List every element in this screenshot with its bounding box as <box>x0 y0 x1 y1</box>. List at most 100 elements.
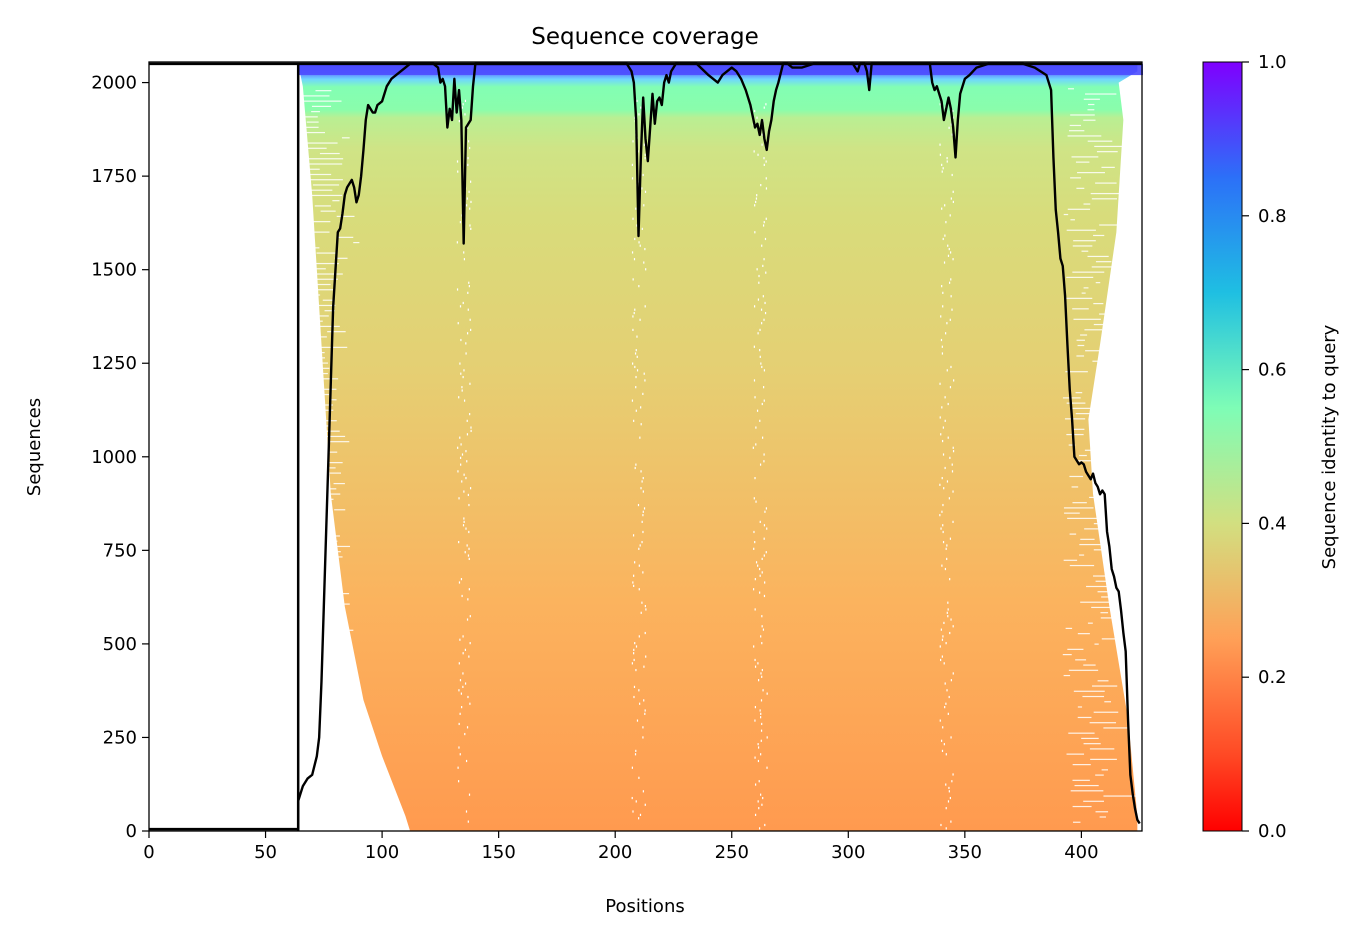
msa-gap-streak <box>1093 523 1100 525</box>
msa-gap-dot <box>946 157 948 160</box>
msa-gap-dot <box>634 466 636 470</box>
msa-gap-dot <box>761 722 763 726</box>
msa-gap-dot <box>950 295 952 298</box>
msa-gap-streak <box>1083 743 1101 745</box>
msa-gap-dot <box>950 197 952 200</box>
msa-gap-dot <box>939 719 941 722</box>
msa-gap-dot <box>761 557 763 561</box>
msa-gap-dot <box>631 766 633 769</box>
msa-gap-dot <box>644 190 647 193</box>
msa-gap-dot <box>948 790 950 793</box>
msa-gap-streak <box>320 713 336 715</box>
msa-gap-dot <box>939 416 941 419</box>
msa-gap-streak <box>332 739 356 741</box>
msa-gap-dot <box>760 308 763 311</box>
msa-gap-dot <box>765 103 767 106</box>
msa-gap-dot <box>764 823 766 827</box>
msa-gap-dot <box>763 537 765 540</box>
msa-gap-dot <box>763 453 765 456</box>
msa-gap-dot <box>950 618 952 621</box>
x-tick-label: 150 <box>481 842 515 863</box>
msa-gap-dot <box>765 177 767 180</box>
msa-gap-dot <box>644 379 646 382</box>
msa-gap-dot <box>943 743 945 746</box>
msa-gap-dot <box>466 197 468 200</box>
msa-gap-dot <box>765 217 767 220</box>
msa-gap-dot <box>644 153 646 156</box>
msa-gap-dot <box>642 530 644 534</box>
msa-gap-streak <box>1104 381 1134 383</box>
msa-gap-dot <box>761 244 763 247</box>
msa-gap-dot <box>467 820 469 823</box>
msa-gap-dot <box>763 554 765 557</box>
msa-gap-dot <box>645 655 647 658</box>
msa-gap-dot <box>469 382 471 385</box>
msa-gap-dot <box>945 807 947 810</box>
msa-gap-dot <box>467 493 469 497</box>
msa-gap-dot <box>458 746 460 749</box>
msa-gap-dot <box>463 258 466 261</box>
msa-gap-streak <box>1077 633 1090 635</box>
msa-gap-dot <box>632 328 634 332</box>
msa-gap-dot <box>640 611 642 614</box>
msa-gap-dot <box>753 150 755 153</box>
msa-gap-streak <box>1072 779 1090 781</box>
msa-gap-streak <box>337 236 354 238</box>
msa-gap-dot <box>634 116 636 119</box>
msa-gap-dot <box>463 490 465 493</box>
msa-gap-dot <box>759 574 761 577</box>
msa-gap-dot <box>949 796 951 800</box>
msa-gap-dot <box>459 753 461 756</box>
msa-gap-dot <box>753 345 755 348</box>
msa-gap-dot <box>643 665 645 668</box>
msa-gap-streak <box>298 493 341 495</box>
msa-gap-dot <box>947 601 949 604</box>
msa-gap-streak <box>1099 386 1133 389</box>
msa-gap-streak <box>306 519 331 521</box>
msa-gap-streak <box>1070 790 1104 792</box>
msa-gap-dot <box>948 497 950 500</box>
msa-gap-streak <box>1068 444 1076 446</box>
msa-gap-dot <box>941 170 943 173</box>
msa-gap-streak <box>1070 114 1095 116</box>
msa-gap-streak <box>320 210 336 212</box>
x-tick-label: 300 <box>831 842 865 863</box>
msa-gap-dot <box>944 706 946 709</box>
msa-gap-dot <box>939 103 941 106</box>
y-tick-label: 1750 <box>91 166 137 187</box>
msa-gap-dot <box>469 702 471 705</box>
msa-gap-dot <box>949 456 951 459</box>
msa-gap-dot <box>638 588 640 591</box>
msa-gap-dot <box>940 433 942 436</box>
msa-gap-dot <box>942 453 945 456</box>
msa-gap-dot <box>951 780 953 783</box>
msa-gap-dot <box>459 712 461 715</box>
msa-gap-streak <box>1097 591 1121 593</box>
msa-gap-dot <box>459 305 462 308</box>
msa-gap-dot <box>945 547 947 550</box>
msa-gap-streak <box>1064 418 1086 420</box>
msa-gap-dot <box>945 702 947 705</box>
msa-gap-streak <box>307 477 325 479</box>
msa-gap-dot <box>469 413 471 416</box>
msa-gap-streak <box>1093 549 1105 551</box>
msa-gap-dot <box>469 318 471 321</box>
msa-gap-dot <box>470 200 472 204</box>
msa-gap-dot <box>642 514 644 517</box>
msa-gap-dot <box>467 163 469 166</box>
msa-gap-streak <box>298 173 332 176</box>
msa-gap-dot <box>632 315 634 318</box>
msa-gap-dot <box>754 231 756 234</box>
msa-gap-dot <box>763 369 766 372</box>
msa-gap-dot <box>761 668 763 672</box>
msa-gap-streak <box>1063 674 1071 677</box>
msa-gap-dot <box>948 695 950 699</box>
msa-gap-streak <box>1101 376 1123 378</box>
x-tick-label: 250 <box>715 842 749 863</box>
msa-gap-dot <box>465 476 467 480</box>
msa-gap-streak <box>1097 680 1109 682</box>
msa-gap-streak <box>1093 302 1104 305</box>
msa-gap-dot <box>459 221 461 224</box>
msa-gap-dot <box>635 463 637 466</box>
msa-gap-dot <box>462 672 464 675</box>
